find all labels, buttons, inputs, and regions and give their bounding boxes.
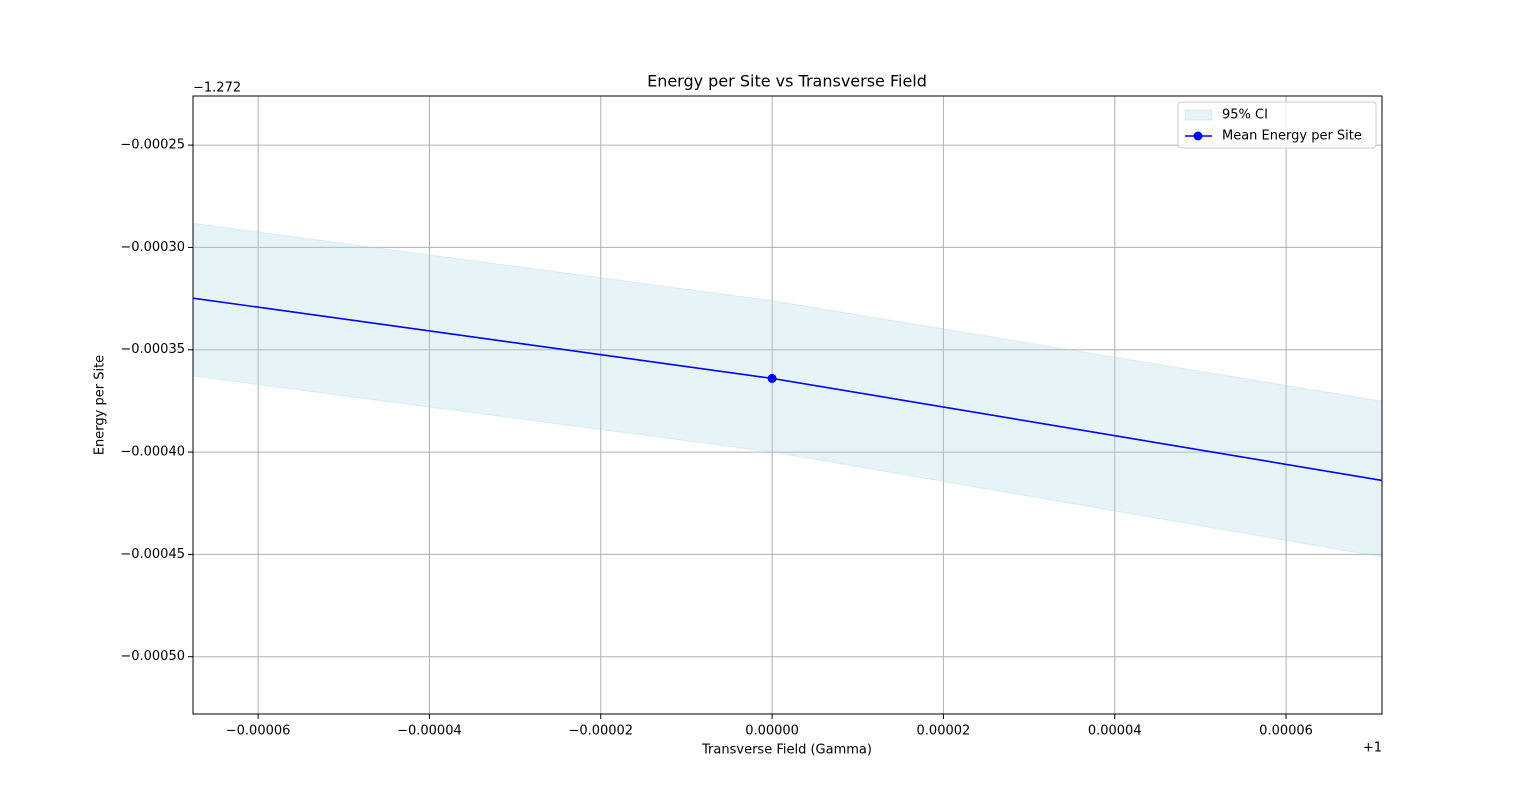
x-tick-label: −0.00006 — [226, 724, 291, 739]
legend-label: Mean Energy per Site — [1222, 129, 1362, 144]
plot-frame — [192, 95, 1383, 715]
y-tick-label: −0.00035 — [120, 342, 185, 357]
legend-marker — [1193, 131, 1203, 141]
x-tick-label: 0.00004 — [1088, 724, 1142, 739]
chart-title: Energy per Site vs Transverse Field — [647, 72, 927, 91]
y-axis-label: Energy per Site — [93, 355, 108, 455]
x-tick-label: −0.00004 — [397, 724, 462, 739]
x-tick-label: 0.00002 — [917, 724, 971, 739]
legend-swatch — [1184, 109, 1213, 121]
y-tick-label: −0.00045 — [120, 547, 185, 562]
y-tick-label: −0.00040 — [120, 445, 185, 460]
point — [767, 373, 777, 383]
y-offset-label: −1.272 — [193, 81, 241, 96]
y-tick-label: −0.00050 — [120, 649, 185, 664]
y-tick-label: −0.00025 — [120, 138, 185, 153]
legend-box — [1177, 101, 1377, 149]
x-tick-label: 0.00006 — [1259, 724, 1313, 739]
x-tick-label: −0.00002 — [568, 724, 633, 739]
x-offset-label: +1 — [1363, 741, 1382, 756]
y-tick-label: −0.00030 — [120, 240, 185, 255]
x-tick-label: 0.00000 — [745, 724, 799, 739]
x-axis-label: Transverse Field (Gamma) — [701, 743, 872, 758]
legend-label: 95% CI — [1222, 108, 1268, 123]
